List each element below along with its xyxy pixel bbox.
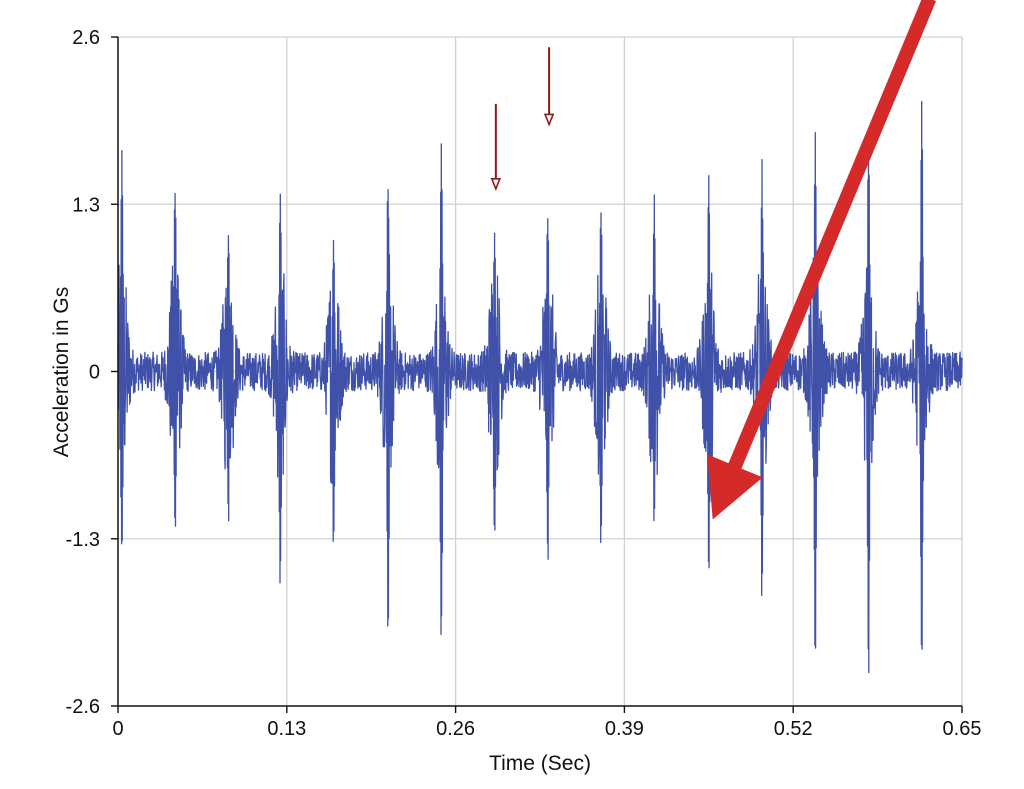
x-tick-label: 0.26 [436,718,475,740]
x-tick-label: 0.13 [267,718,306,740]
tick-labels: 0 0.13 0.26 0.39 0.52 0.65 2.6 1.3 0 -1.3 -2.6 [66,27,982,740]
axes [111,36,963,713]
y-tick-label: -1.3 [66,529,100,551]
y-tick-label: 1.3 [72,194,100,216]
x-tick-label: 0.52 [774,718,813,740]
x-tick-label: 0 [112,718,123,740]
annotations [490,0,937,520]
thin-arrow-head [543,113,555,127]
x-tick-label: 0.65 [943,718,982,740]
x-axis-title: Time (Sec) [489,752,591,775]
y-tick-label: -2.6 [66,696,100,718]
thin-arrow-head [490,178,502,191]
x-tick-label: 0.39 [605,718,644,740]
thick-arrow-shaft [726,0,937,473]
y-axis-title: Acceleration in Gs [50,287,73,457]
signal-layer [117,100,963,674]
thick-arrow-head [707,454,763,520]
y-tick-label: 0 [89,362,100,384]
acceleration-series-line [117,100,963,674]
y-tick-label: 2.6 [72,27,100,49]
